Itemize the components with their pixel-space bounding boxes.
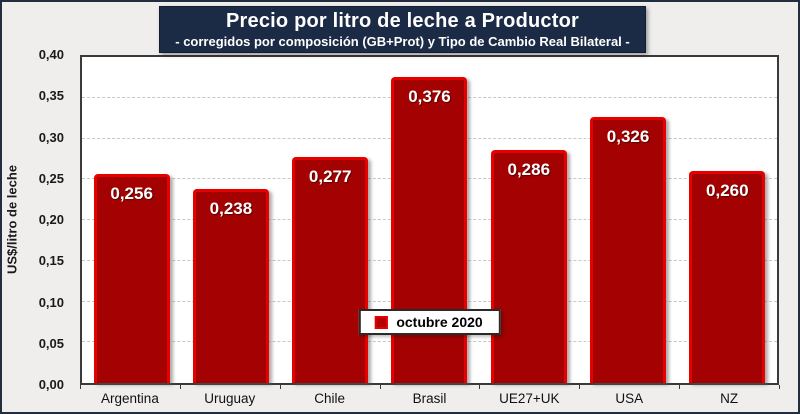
- x-axis-tick: [579, 385, 581, 389]
- bar-slot: 0,326: [578, 57, 677, 383]
- bar-value-label: 0,376: [408, 86, 451, 106]
- y-tick-label: 0,25: [38, 170, 64, 186]
- x-label-NZ: NZ: [720, 391, 739, 406]
- y-tick-label: 0,10: [38, 294, 64, 310]
- y-tick-label: 0,35: [38, 88, 64, 104]
- bar-UE27+UK: 0,286: [490, 149, 567, 383]
- x-label-Chile: Chile: [314, 391, 346, 406]
- bar-value-label: 0,238: [209, 199, 253, 219]
- x-axis-ticks: [80, 385, 780, 390]
- x-label-Brasil: Brasil: [412, 391, 447, 406]
- y-tick-label: 0,15: [38, 253, 64, 269]
- bar-value-label: 0,256: [110, 184, 153, 204]
- bar-slot: 0,277: [281, 57, 380, 383]
- bar-value-label: 0,326: [606, 127, 650, 147]
- bar-slot: 0,238: [181, 57, 280, 383]
- bar-Uruguay: 0,238: [192, 189, 269, 383]
- x-label-UE27+UK: UE27+UK: [499, 391, 560, 406]
- chart-title-banner: Precio por litro de leche a Productor - …: [159, 6, 646, 53]
- y-tick-label: 0,30: [38, 129, 64, 145]
- chart-title: Precio por litro de leche a Productor: [225, 10, 580, 32]
- plot-area: 0,256 0,238 0,277 0,376 0,286 0,326 0,260 octu…: [80, 55, 779, 385]
- x-axis-labels: Argentina Uruguay Chile Brasil UE27+UK USA NZ: [80, 391, 779, 411]
- bar-Chile: 0,277: [292, 157, 369, 383]
- x-axis-tick: [779, 385, 780, 389]
- bar-series: 0,256 0,238 0,277 0,376 0,286 0,326 0,260: [82, 57, 777, 383]
- y-tick-label: 0,20: [38, 212, 64, 227]
- x-label-Argentina: Argentina: [101, 391, 159, 406]
- x-label-Uruguay: Uruguay: [204, 391, 256, 406]
- bar-slot: 0,256: [82, 57, 181, 383]
- x-axis-tick: [479, 385, 481, 389]
- x-axis-tick: [679, 385, 681, 389]
- bar-Brasil: 0,376: [391, 76, 468, 383]
- x-axis-tick: [179, 385, 181, 389]
- chart-subtitle: - corregidos por composición (GB+Prot) y…: [175, 34, 630, 49]
- bar-value-label: 0,277: [308, 167, 352, 187]
- bar-Argentina: 0,256: [93, 174, 170, 383]
- y-axis: 0,00 0,05 0,10 0,15 0,20 0,25 0,30 0,35 0,40: [2, 47, 72, 392]
- bar-USA: 0,326: [590, 117, 667, 383]
- x-axis-tick: [379, 385, 381, 389]
- bar-value-label: 0,260: [706, 181, 749, 201]
- bar-slot: 0,286: [479, 57, 578, 383]
- x-label-USA: USA: [615, 391, 644, 406]
- bar-slot: 0,260: [678, 57, 777, 383]
- legend-marker-icon: [374, 315, 388, 329]
- bar-value-label: 0,286: [507, 159, 551, 179]
- x-axis-tick: [80, 385, 81, 389]
- y-tick-label: 0,05: [38, 335, 64, 351]
- bar-NZ: 0,260: [689, 171, 766, 383]
- legend: octubre 2020: [358, 309, 501, 335]
- x-axis-tick: [279, 385, 281, 389]
- y-tick-label: 0,00: [38, 377, 64, 392]
- y-tick-label: 0,40: [38, 47, 64, 62]
- legend-label: octubre 2020: [396, 314, 483, 330]
